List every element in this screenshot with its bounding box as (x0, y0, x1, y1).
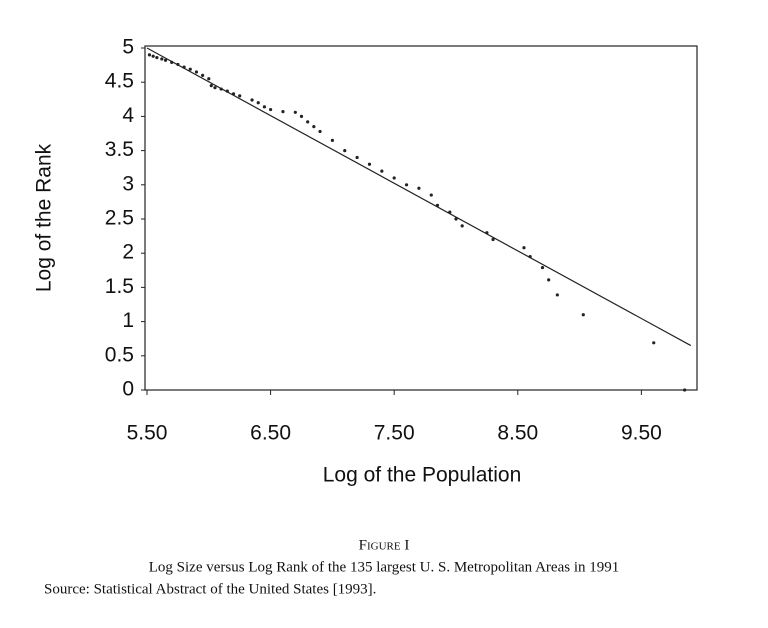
data-point (652, 341, 656, 345)
data-point (555, 293, 559, 297)
x-tick-label: 7.50 (374, 422, 415, 445)
data-point (213, 86, 217, 90)
y-tick-label: 4 (122, 104, 134, 127)
y-tick-label: 0 (122, 378, 134, 401)
data-point (306, 120, 310, 124)
data-point (182, 65, 186, 69)
y-tick-label: 3.5 (105, 138, 134, 161)
data-point (683, 388, 687, 392)
data-point (429, 193, 433, 197)
data-point (281, 110, 285, 114)
x-tick-label: 5.50 (127, 422, 168, 445)
data-point (299, 114, 304, 118)
data-point (454, 217, 458, 221)
y-tick-label: 1.5 (105, 275, 134, 298)
data-point (540, 265, 545, 270)
data-point (392, 176, 396, 180)
y-tick-label: 5 (122, 36, 134, 59)
data-point (367, 162, 372, 166)
data-point (231, 92, 236, 96)
data-point (355, 155, 359, 160)
data-point (238, 94, 242, 98)
y-axis-title: Log of the Rank (33, 143, 56, 292)
data-point (209, 84, 213, 88)
data-point (225, 89, 229, 93)
data-point (268, 107, 273, 112)
data-point (151, 54, 155, 58)
data-point (256, 101, 260, 105)
data-point (207, 77, 211, 81)
data-point (188, 67, 192, 71)
y-tick-label: 0.5 (105, 343, 134, 366)
data-point (147, 53, 152, 57)
data-point (170, 60, 174, 64)
x-tick-label: 9.50 (621, 422, 662, 445)
data-point (435, 203, 440, 207)
data-point (312, 125, 316, 129)
data-point (219, 87, 223, 91)
data-point (448, 210, 452, 214)
figure-label: Figure I (359, 537, 410, 553)
x-tick-label: 8.50 (497, 422, 538, 445)
y-tick-label: 4.5 (105, 70, 134, 93)
caption-line: Source: Statistical Abstract of the Unit… (44, 581, 376, 597)
y-tick-label: 3 (122, 172, 134, 195)
caption-line: Log Size versus Log Rank of the 135 larg… (149, 559, 620, 575)
data-point (380, 169, 384, 173)
data-point (417, 186, 421, 190)
data-point (155, 55, 159, 60)
data-point (201, 73, 205, 77)
data-point (491, 237, 495, 242)
data-point (330, 138, 334, 142)
y-tick-label: 1 (122, 309, 134, 332)
data-point (528, 255, 532, 259)
x-tick-label: 6.50 (250, 422, 291, 445)
plot-frame (144, 45, 698, 391)
y-tick-label: 2.5 (105, 207, 134, 230)
x-axis-title: Log of the Population (323, 464, 522, 487)
data-point (160, 57, 164, 61)
data-point (522, 246, 526, 250)
data-point (176, 62, 180, 67)
data-point (163, 58, 168, 62)
data-point (293, 110, 297, 114)
data-point (262, 105, 267, 109)
data-point (547, 278, 551, 282)
data-point (194, 70, 199, 74)
y-tick-label: 2 (122, 241, 134, 264)
data-point (250, 98, 254, 102)
data-point (581, 313, 585, 317)
data-point (404, 183, 409, 187)
data-point (343, 149, 347, 153)
data-point (318, 129, 322, 134)
fit-line (146, 47, 692, 347)
data-point (460, 224, 464, 228)
data-point (485, 231, 489, 235)
